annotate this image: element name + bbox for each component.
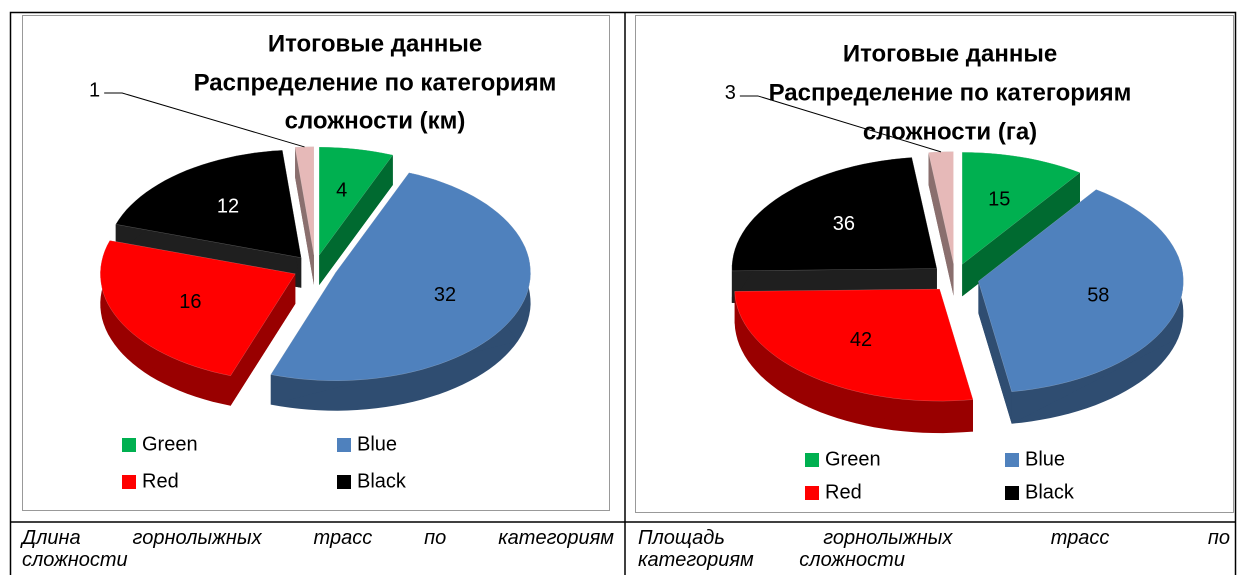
slice-edge: [978, 281, 1012, 424]
legend-label: Green: [142, 433, 198, 455]
pie-slice: [318, 146, 394, 286]
chart-title: сложности (га): [863, 118, 1037, 145]
slice-edge: [295, 147, 314, 285]
chart-title: сложности (км): [285, 107, 466, 134]
data-label: 16: [179, 291, 201, 313]
slice-top: [115, 149, 302, 259]
legend-swatch: [337, 438, 351, 452]
caption: Площадь горнолыжных трасс по категориям …: [638, 527, 1230, 571]
legend-swatch: [1005, 453, 1019, 467]
slice-edge: [962, 172, 1081, 297]
pie-slice: [928, 151, 954, 296]
data-label: 3: [725, 82, 736, 104]
data-label: 42: [850, 329, 872, 351]
chart-title: Распределение по категориям: [194, 69, 557, 96]
slice-top: [961, 152, 1081, 265]
data-label: 58: [1087, 284, 1109, 306]
legend-label: Blue: [357, 433, 397, 455]
pie-slice: [978, 189, 1184, 424]
legend-swatch: [122, 475, 136, 489]
legend-swatch: [1005, 486, 1019, 500]
slice-top: [928, 151, 954, 264]
slice-top: [270, 172, 531, 381]
slice-top: [100, 240, 296, 376]
leader-line: [104, 92, 305, 148]
slice-top: [734, 288, 974, 402]
pie-slice: [100, 240, 296, 406]
pie-slice: [294, 146, 315, 285]
slice-top: [731, 157, 938, 272]
legend-label: Red: [142, 470, 179, 492]
pie-slice: [270, 172, 531, 411]
caption: Длина горнолыжных трасс по категориям сл…: [22, 527, 614, 571]
leader-line: [739, 95, 942, 153]
legend-label: Black: [357, 470, 407, 492]
chart-title: Итоговые данные: [843, 40, 1057, 67]
slice-top: [318, 146, 394, 256]
data-label: 32: [434, 284, 456, 306]
legend-label: Black: [1025, 481, 1075, 503]
slice-edge: [230, 273, 296, 406]
slice-edge: [319, 155, 393, 286]
legend-swatch: [805, 453, 819, 467]
data-label: 15: [988, 188, 1010, 210]
chart-title: Распределение по категориям: [769, 79, 1132, 106]
slice-side: [734, 291, 973, 432]
chart-title: Итоговые данные: [268, 30, 482, 57]
slice-side: [100, 240, 231, 406]
legend-swatch: [805, 486, 819, 500]
slice-top: [978, 189, 1184, 392]
data-label: 36: [833, 213, 855, 235]
data-label: 12: [217, 195, 239, 217]
data-label: 4: [336, 180, 347, 202]
legend-label: Green: [825, 448, 881, 470]
legend-swatch: [122, 438, 136, 452]
legend-label: Red: [825, 481, 862, 503]
data-label: 1: [89, 79, 100, 101]
legend-label: Blue: [1025, 448, 1065, 470]
pie-slice: [961, 152, 1081, 297]
table-border: [9, 11, 1237, 575]
legend-swatch: [337, 475, 351, 489]
pie-slice: [734, 288, 974, 434]
slice-edge: [928, 152, 954, 296]
